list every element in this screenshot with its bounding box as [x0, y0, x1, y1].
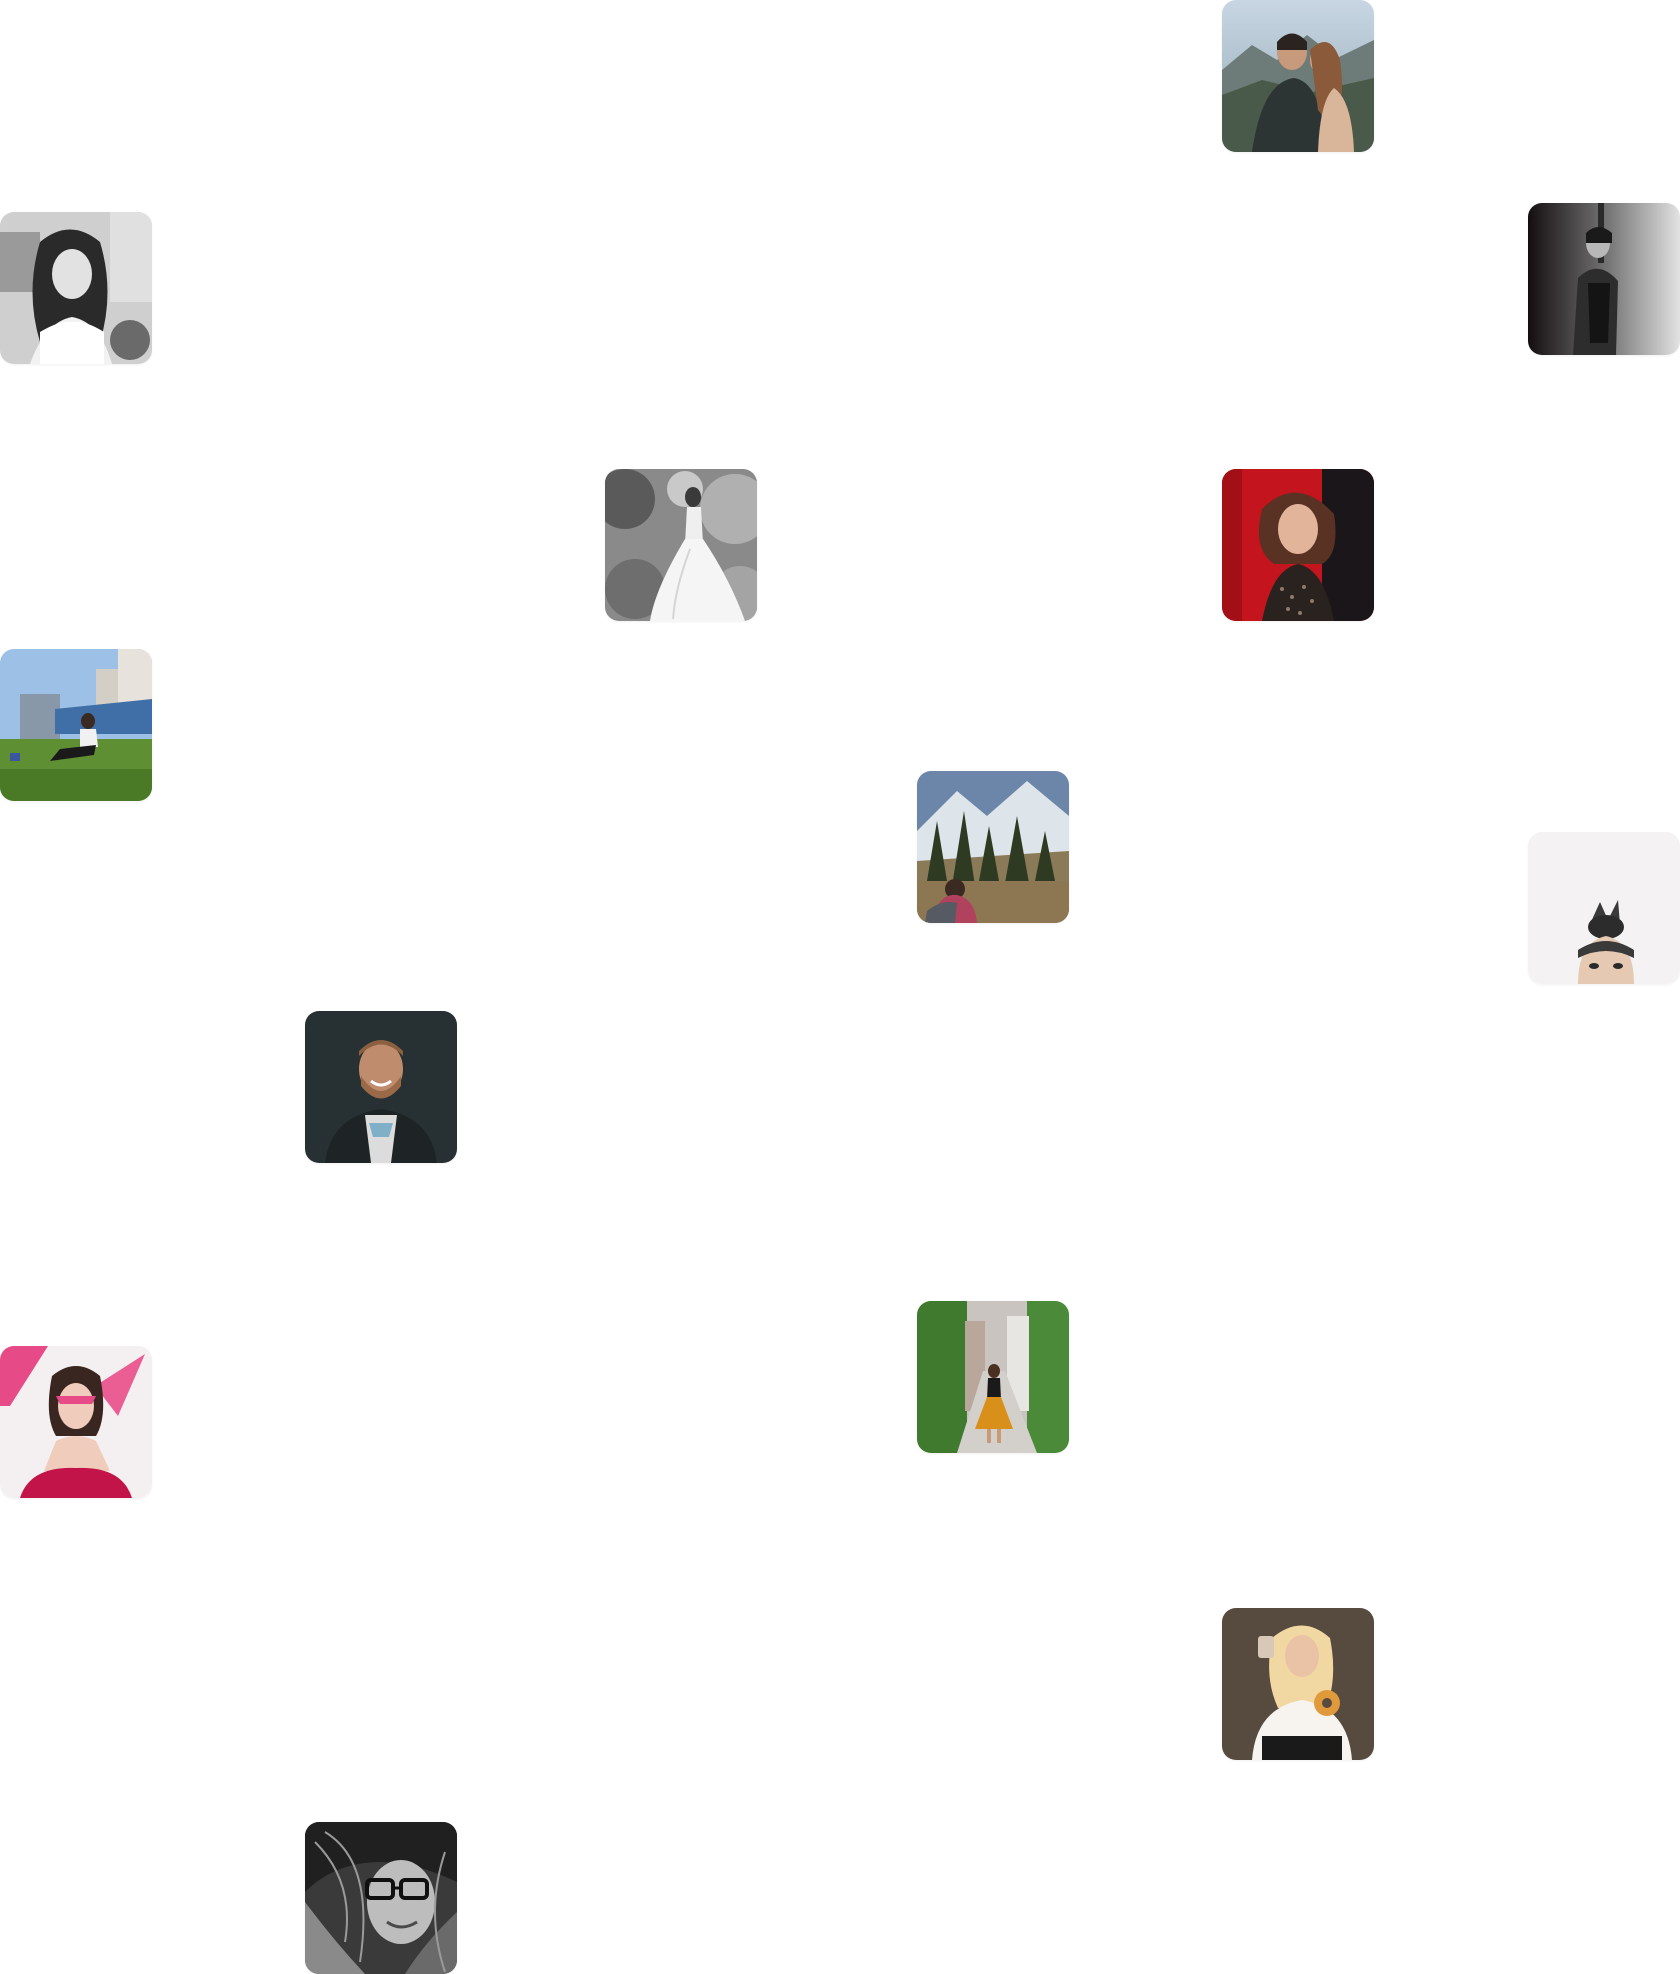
photo-woman-donut[interactable] — [1222, 1608, 1374, 1760]
photo-man-smiling[interactable] — [305, 1011, 457, 1163]
photo-bw-woman-wall[interactable] — [1528, 203, 1680, 355]
photo-bw-bride-forest[interactable] — [605, 469, 757, 621]
photo-woman-donut-image — [1222, 1608, 1374, 1760]
photo-woman-grass[interactable] — [0, 649, 152, 801]
photo-bw-bride-forest-image — [605, 469, 757, 621]
photo-woman-red-curtain-image — [1222, 469, 1374, 621]
photo-man-hair-bun[interactable] — [1528, 832, 1680, 984]
photo-bw-glasses[interactable] — [305, 1822, 457, 1974]
photo-couple-mountains[interactable] — [1222, 0, 1374, 152]
photo-woman-grass-image — [0, 649, 152, 801]
photo-bw-woman-wall-image — [1528, 203, 1680, 355]
photo-man-hair-bun-image — [1528, 832, 1680, 984]
photo-bw-woman-portrait-image — [0, 212, 152, 364]
photo-hiker-mountains-image — [917, 771, 1069, 923]
photo-bw-glasses-image — [305, 1822, 457, 1974]
photo-couple-mountains-image — [1222, 0, 1374, 152]
photo-man-smiling-image — [305, 1011, 457, 1163]
photo-pink-paper-image — [0, 1346, 152, 1498]
photo-pink-paper[interactable] — [0, 1346, 152, 1498]
photo-woman-street[interactable] — [917, 1301, 1069, 1453]
photo-woman-street-image — [917, 1301, 1069, 1453]
photo-bw-woman-portrait[interactable] — [0, 212, 152, 364]
photo-hiker-mountains[interactable] — [917, 771, 1069, 923]
photo-woman-red-curtain[interactable] — [1222, 469, 1374, 621]
